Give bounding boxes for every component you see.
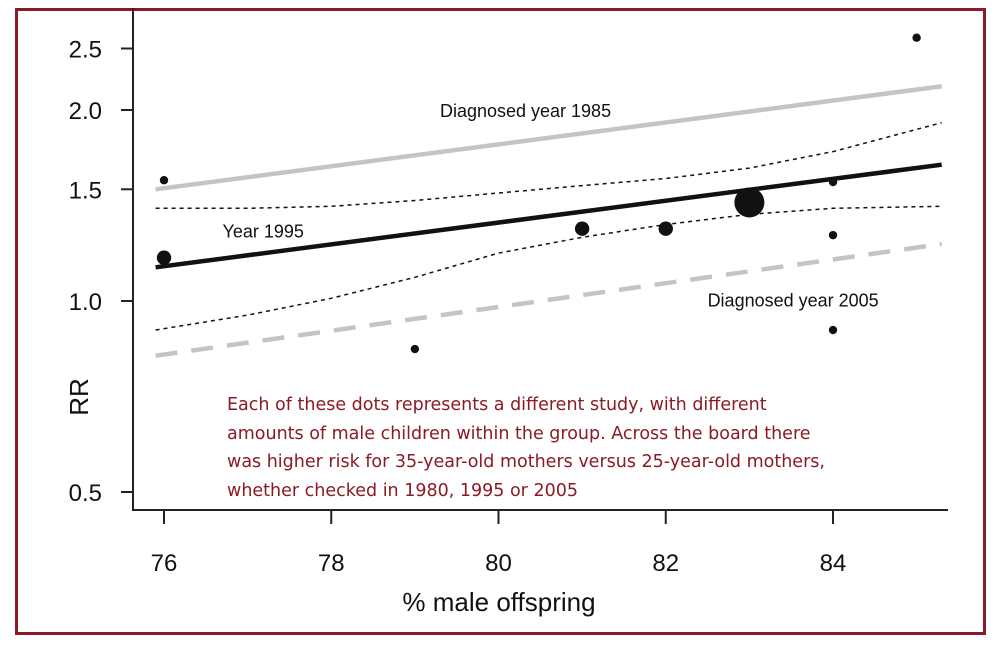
- series-line: [155, 241, 943, 358]
- plot-border: [132, 8, 948, 511]
- study-point: [912, 33, 921, 42]
- x-tick-label: 84: [820, 550, 847, 577]
- x-axis: 76 78 80 82 84: [151, 510, 847, 577]
- study-point: [828, 177, 838, 187]
- study-point: [828, 230, 838, 240]
- study-point: [159, 176, 169, 185]
- x-axis-title: % male offspring: [402, 587, 595, 617]
- study-point: [734, 187, 765, 218]
- note-line-1: Each of these dots represents a differen…: [227, 395, 767, 415]
- x-tick-label: 80: [485, 550, 512, 577]
- study-points: [156, 33, 921, 354]
- y-tick-label: 1.5: [69, 177, 102, 204]
- plot-box: [132, 8, 948, 511]
- explanatory-note: Each of these dots represents a differen…: [227, 395, 825, 501]
- note-line-4: whether checked in 1980, 1995 or 2005: [227, 481, 578, 501]
- x-tick-label: 78: [318, 550, 345, 577]
- series-line: [155, 205, 942, 331]
- y-tick-label: 1.0: [69, 289, 102, 316]
- study-point: [574, 221, 590, 236]
- study-point: [156, 250, 172, 265]
- line-label: Year 1995: [223, 221, 304, 241]
- y-axis-title: RR: [64, 378, 94, 416]
- series-line: [155, 162, 942, 270]
- series-line: [155, 121, 942, 210]
- series-line: [155, 84, 942, 192]
- figure-frame: [15, 8, 986, 635]
- study-point: [658, 221, 673, 236]
- line-labels: Diagnosed year 1985 Year 1995 Diagnosed ye…: [223, 101, 879, 311]
- note-line-2: amounts of male children within the grou…: [227, 424, 811, 444]
- line-label: Diagnosed year 1985: [440, 101, 611, 121]
- study-point: [410, 344, 420, 354]
- y-tick-label: 0.5: [69, 480, 102, 507]
- line-label: Diagnosed year 2005: [708, 291, 879, 311]
- y-tick-label: 2.5: [69, 37, 102, 64]
- y-axis: 0.5 1.0 1.5 2.0 2.5: [69, 37, 133, 507]
- study-point: [828, 325, 838, 335]
- x-tick-label: 76: [151, 550, 178, 577]
- note-line-3: was higher risk for 35-year-old mothers …: [227, 452, 825, 472]
- series-lines: [155, 84, 943, 358]
- y-tick-label: 2.0: [69, 98, 102, 125]
- x-tick-label: 82: [652, 550, 679, 577]
